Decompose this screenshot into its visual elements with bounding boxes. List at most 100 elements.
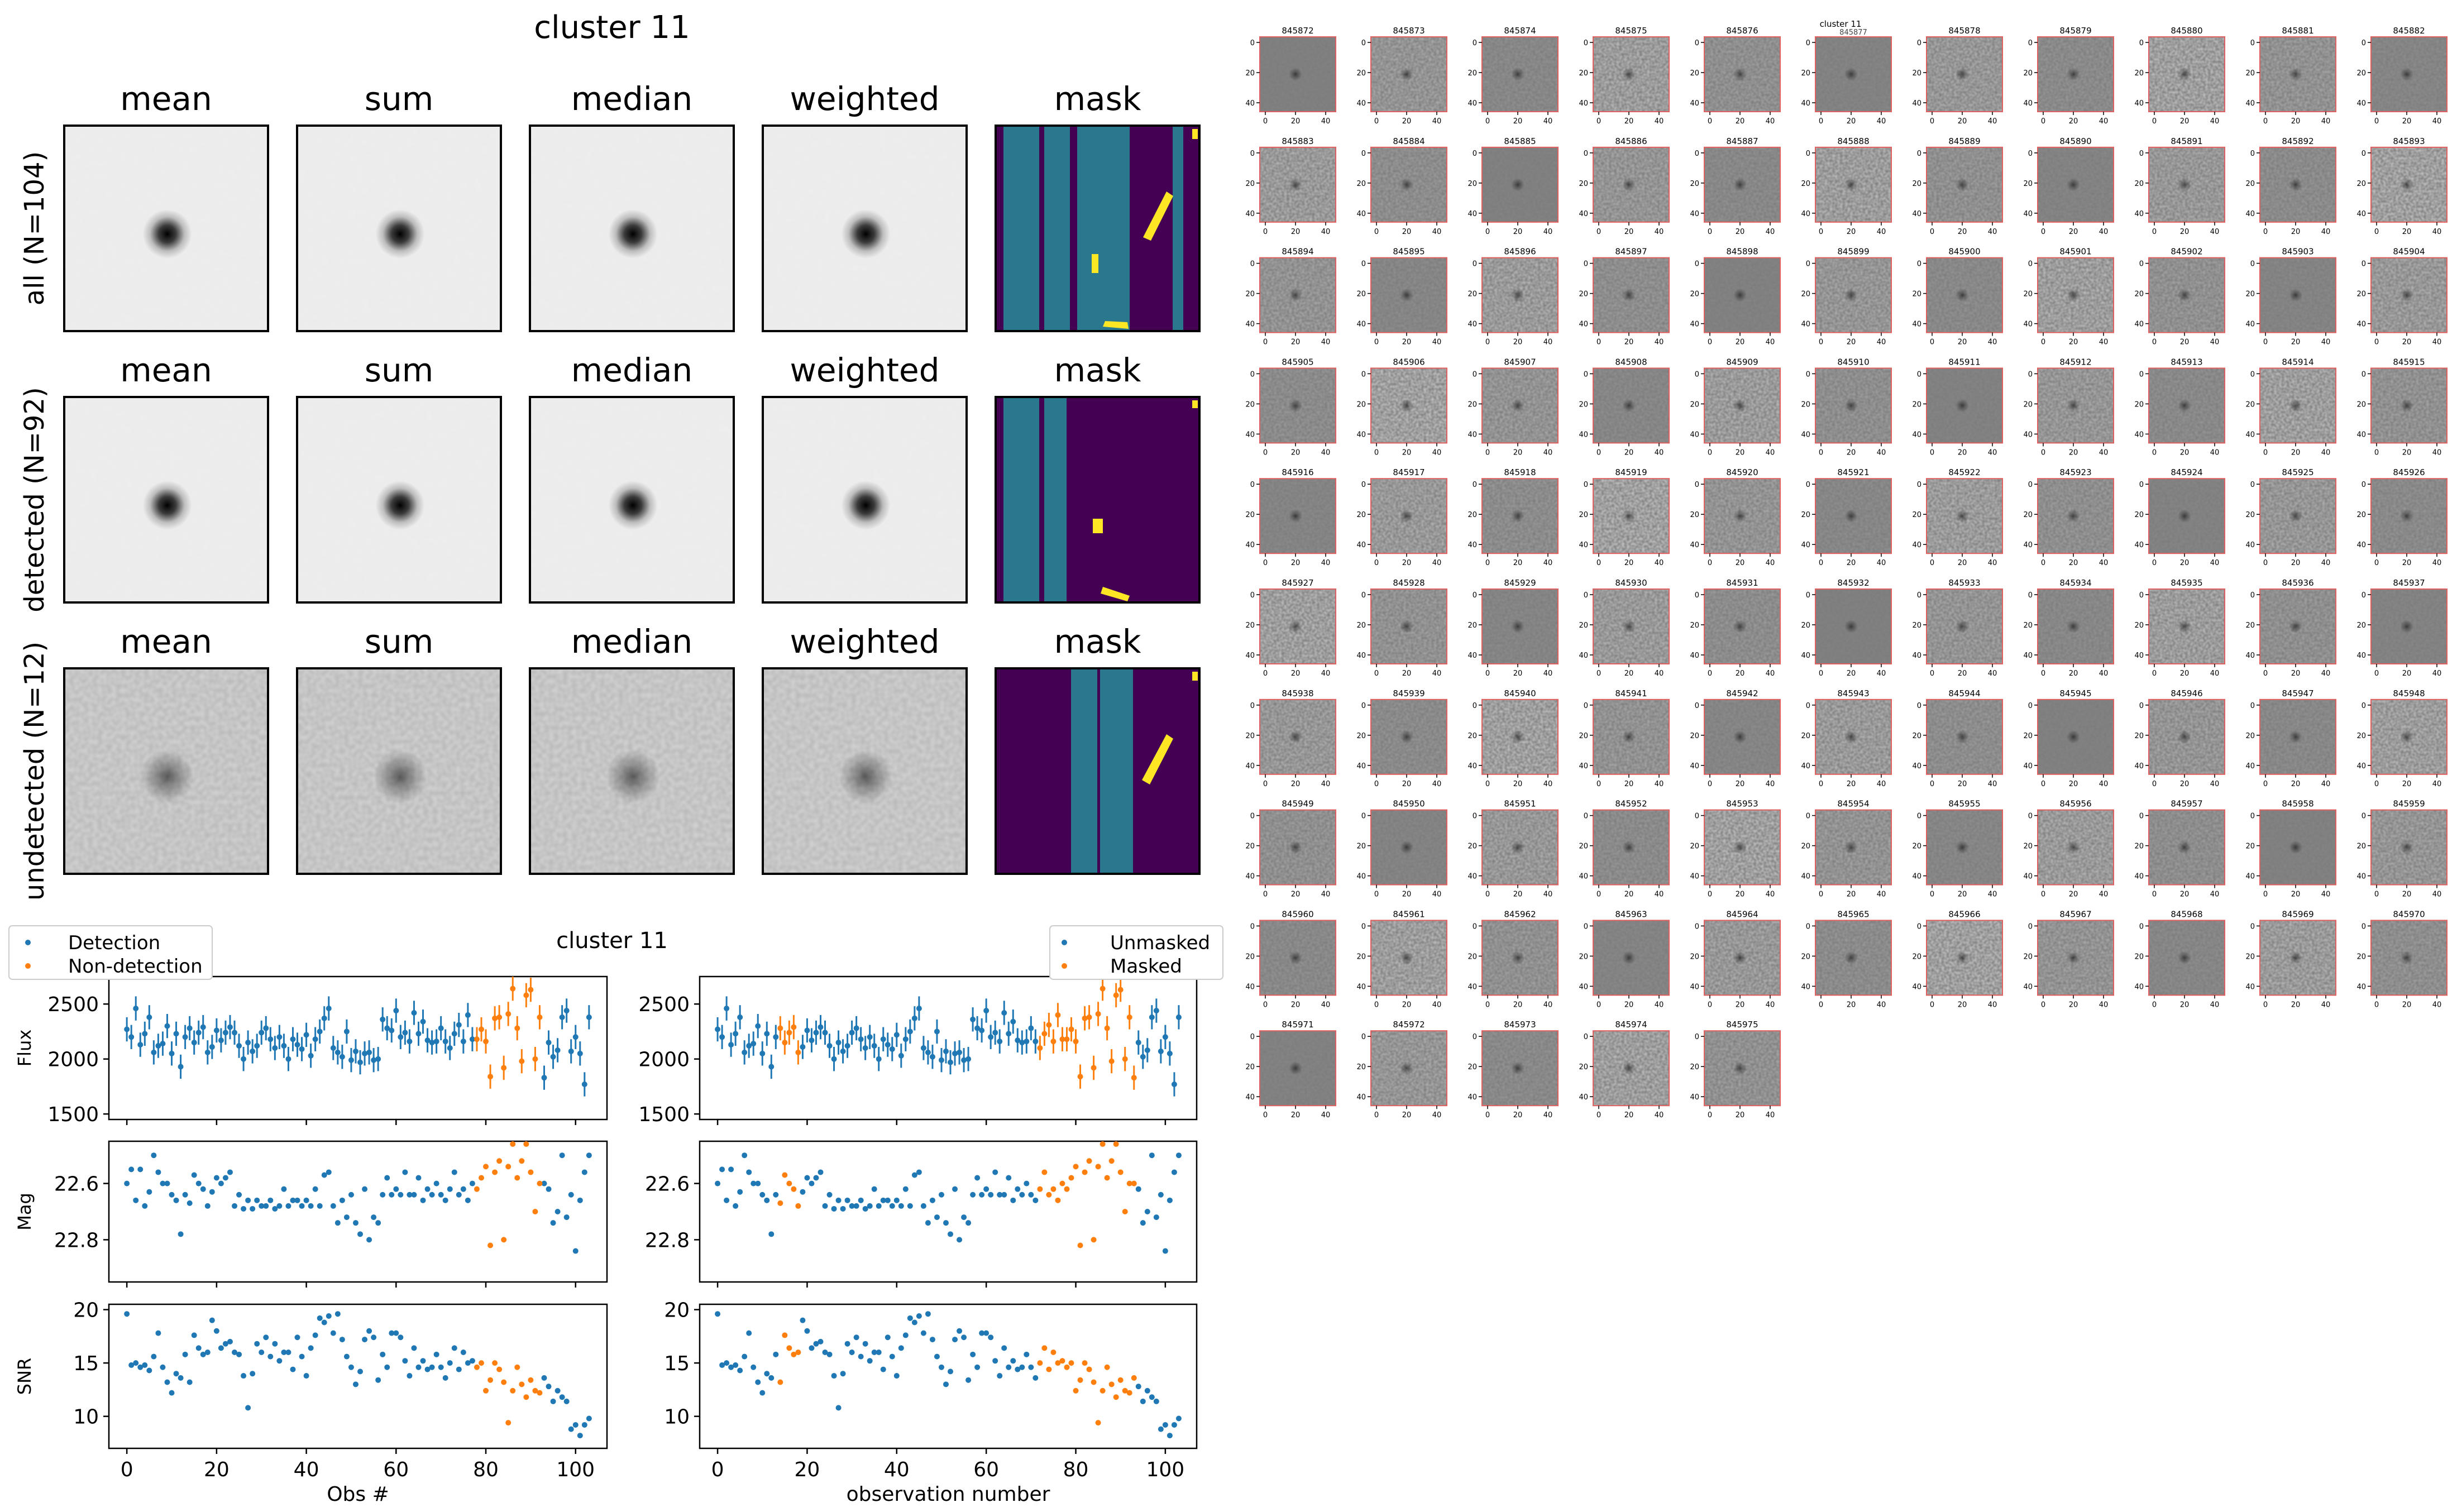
data-point (321, 1172, 327, 1178)
stamp-frame (762, 667, 968, 875)
cutout-xtick-label: 0 (1374, 117, 1379, 126)
data-point (321, 1015, 327, 1021)
y-tick-label: 15 (73, 1352, 99, 1375)
data-point (1126, 1390, 1132, 1396)
cutout-ytick-label: 20 (1912, 953, 1921, 961)
cutout-ytick-label: 0 (1250, 481, 1255, 489)
cutout-frame (1593, 146, 1670, 223)
cutout-ytick-label: 20 (1356, 69, 1366, 78)
data-point (844, 1197, 850, 1203)
cutout-frame (1926, 809, 2003, 886)
data-point (146, 1014, 152, 1020)
cutout-xtick-label: 0 (1374, 1111, 1379, 1119)
data-point (299, 1203, 305, 1209)
cutout-xtick-label: 20 (1847, 338, 1856, 347)
cutout-ytick-label: 40 (1912, 762, 1921, 771)
data-point (532, 1209, 538, 1214)
cutout-xtick-label: 40 (2099, 559, 2109, 567)
cutout-xtick-label: 0 (1819, 559, 1823, 567)
cutout-xtick-label: 0 (2041, 559, 2045, 567)
data-point (786, 1030, 792, 1036)
data-point (1015, 1366, 1021, 1372)
cutout-xtick-label: 20 (1736, 559, 1745, 567)
cutout-id: 845919 (1615, 467, 1647, 477)
cutout-xtick-label: 40 (1543, 117, 1553, 126)
cutout-xtick-label: 20 (1736, 1111, 1745, 1119)
cutout-frame (1370, 588, 1447, 664)
cutout-id: 845894 (1282, 247, 1313, 257)
data-point (474, 1036, 480, 1042)
cutout-xtick-label: 40 (1432, 1001, 1442, 1009)
cutout-ytick-label: 0 (2362, 922, 2366, 931)
data-point (555, 1387, 561, 1394)
data-point (988, 1334, 994, 1341)
data-point (1108, 1158, 1115, 1164)
cutout-xtick-label: 20 (1291, 117, 1301, 126)
cutout-ytick-label: 40 (1912, 210, 1921, 218)
cutout-xtick-label: 40 (2321, 1001, 2331, 1009)
stamp-title: weighted (790, 80, 939, 118)
data-point (393, 1008, 399, 1014)
cutout-ytick-label: 40 (1579, 983, 1588, 991)
data-point (822, 1350, 828, 1355)
cutout-ytick-label: 20 (1467, 732, 1477, 740)
cutout-ytick-label: 0 (1917, 370, 1921, 379)
y-tick-label: 10 (664, 1406, 690, 1429)
cutout-frame (1593, 367, 1670, 444)
data-point (357, 1369, 364, 1375)
x-tick-label: 20 (795, 1458, 820, 1481)
cutout-xtick-label: 40 (1321, 780, 1331, 788)
data-point (451, 1345, 457, 1351)
data-point (259, 1350, 265, 1355)
cutout-xtick-label: 20 (1847, 228, 1856, 236)
cutout-xtick-label: 20 (1402, 1001, 1412, 1009)
data-point (133, 1197, 139, 1203)
data-point (581, 1081, 587, 1087)
data-point (393, 1186, 399, 1192)
cutout-ytick-label: 0 (1361, 1033, 1366, 1041)
cutout-xtick-label: 40 (2210, 228, 2220, 236)
cutout-ytick-label: 0 (1806, 39, 1810, 47)
cutout-ytick-label: 0 (1917, 812, 1921, 821)
cutout-ytick-label: 0 (1473, 481, 1477, 489)
cutout-psf (1400, 399, 1413, 413)
cutout-ytick-label: 40 (1467, 983, 1477, 991)
cutout-xtick-label: 40 (2321, 780, 2331, 788)
data-point (514, 1364, 520, 1370)
data-point (893, 1373, 900, 1379)
cutout-id: 845910 (1837, 357, 1869, 367)
data-point (1037, 1186, 1043, 1192)
cutout-xtick-label: 40 (1988, 1001, 1997, 1009)
data-point (474, 1186, 480, 1192)
cutout-psf (1844, 288, 1858, 302)
cutout-xtick-label: 20 (1958, 669, 1967, 678)
cutout-xtick-label: 0 (1596, 448, 1601, 457)
data-point (943, 1220, 949, 1226)
data-point (822, 1030, 828, 1036)
cutout-psf (1622, 178, 1636, 192)
data-point (577, 1433, 583, 1439)
cutout-xtick-label: 0 (1596, 780, 1601, 788)
cutout-xtick-label: 40 (2432, 780, 2442, 788)
cutout-xtick-label: 20 (1402, 559, 1412, 567)
data-point (469, 1180, 475, 1186)
cutout-xtick-label: 20 (1736, 338, 1745, 347)
psf-blob (608, 481, 658, 530)
cutout-ytick-label: 40 (2134, 430, 2144, 439)
x-tick-label: 40 (884, 1458, 910, 1481)
cutout-ytick-label: 0 (2250, 150, 2255, 158)
data-point (948, 1369, 954, 1375)
data-point (1144, 1209, 1150, 1214)
cutout-psf (1844, 951, 1858, 965)
cutout-frame (2148, 809, 2225, 886)
panel-frame (108, 975, 608, 1121)
